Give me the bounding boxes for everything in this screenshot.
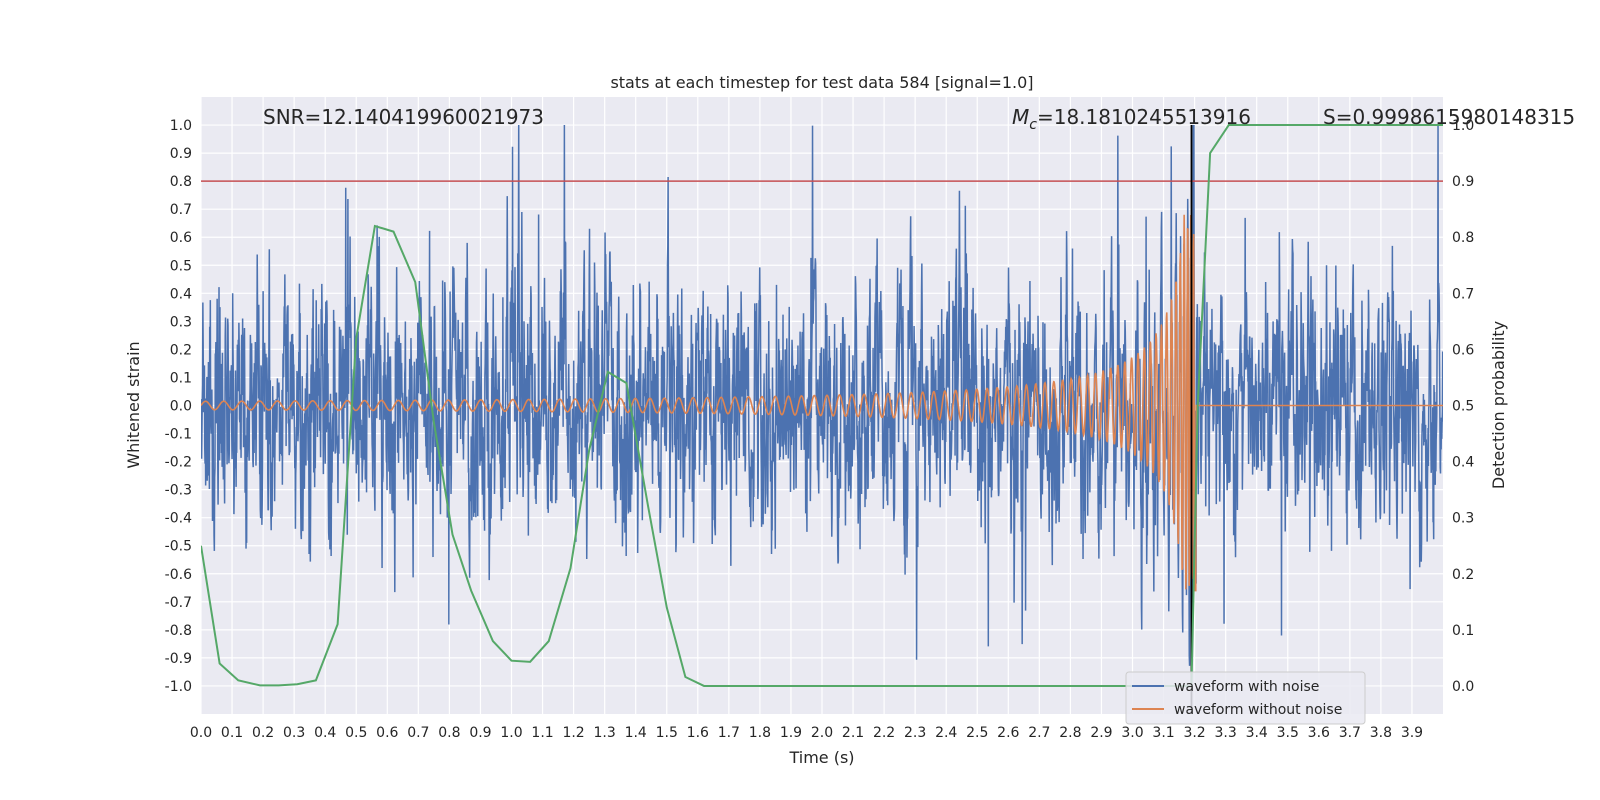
y-tick-label-right: 0.6 — [1452, 342, 1474, 358]
y-tick-label-left: -0.1 — [165, 427, 192, 443]
y-tick-label-left: 0.2 — [170, 342, 192, 358]
y-tick-label-left: 0.6 — [170, 230, 192, 246]
x-tick-label: 1.5 — [656, 725, 678, 741]
y-tick-label-right: 1.0 — [1452, 118, 1474, 134]
y-tick-label-left: -1.0 — [165, 679, 192, 695]
x-tick-label: 2.7 — [1028, 725, 1050, 741]
y-tick-label-left: -0.6 — [165, 567, 192, 583]
y-tick-label-left: -0.4 — [165, 511, 192, 527]
series-waveform-without-noise — [201, 214, 1443, 592]
x-tick-label: 1.2 — [562, 725, 584, 741]
legend-label-clean: waveform without noise — [1174, 702, 1342, 718]
y-tick-label-left: 0.7 — [170, 202, 192, 218]
y-tick-label-left: 0.0 — [170, 399, 192, 415]
x-tick-label: 3.2 — [1183, 725, 1205, 741]
x-tick-label: 1.7 — [718, 725, 740, 741]
x-tick-label: 0.4 — [314, 725, 336, 741]
y-tick-label-right: 0.1 — [1452, 623, 1474, 639]
y-tick-label-left: -0.9 — [165, 651, 192, 667]
x-tick-label: 1.8 — [749, 725, 771, 741]
y-tick-label-left: 0.5 — [170, 258, 192, 274]
x-tick-label: 3.1 — [1152, 725, 1174, 741]
x-tick-label: 2.8 — [1059, 725, 1081, 741]
score-annotation: S=0.9998615980148315 — [1323, 105, 1575, 129]
y-tick-label-right: 0.7 — [1452, 286, 1474, 302]
y-axis-label-left: Whitened strain — [124, 341, 143, 468]
x-tick-label: 3.3 — [1215, 725, 1237, 741]
y-tick-label-left: -0.3 — [165, 483, 192, 499]
x-tick-label: 0.8 — [438, 725, 460, 741]
x-tick-label: 2.5 — [966, 725, 988, 741]
x-tick-label: 3.8 — [1370, 725, 1392, 741]
y-tick-label-left: 0.4 — [170, 286, 192, 302]
x-axis-label: Time (s) — [788, 748, 854, 767]
x-tick-label: 3.6 — [1308, 725, 1330, 741]
x-tick-label: 3.9 — [1401, 725, 1423, 741]
legend-label-noisy: waveform with noise — [1174, 679, 1319, 695]
x-tick-label: 1.9 — [780, 725, 802, 741]
x-tick-label: 2.2 — [873, 725, 895, 741]
x-tick-label: 2.4 — [935, 725, 957, 741]
y-tick-label-left: -0.7 — [165, 595, 192, 611]
x-tick-label: 1.1 — [531, 725, 553, 741]
x-tick-label: 0.6 — [376, 725, 398, 741]
y-tick-label-left: 0.3 — [170, 314, 192, 330]
chirp-mass-subscript: c — [1029, 117, 1037, 133]
chirp-mass-annotation: Mc=18.1810245513916 — [1012, 105, 1251, 133]
y-tick-label-right: 0.2 — [1452, 567, 1474, 583]
y-tick-label-right: 0.5 — [1452, 399, 1474, 415]
legend-box — [1125, 671, 1366, 725]
x-tick-label: 3.5 — [1277, 725, 1299, 741]
x-tick-label: 3.0 — [1121, 725, 1143, 741]
series-layer — [201, 124, 1443, 714]
y-tick-label-right: 0.3 — [1452, 511, 1474, 527]
y-tick-label-right: 0.8 — [1452, 230, 1474, 246]
x-tick-label: 0.9 — [469, 725, 491, 741]
x-tick-label: 0.0 — [190, 725, 212, 741]
legend: waveform with noise waveform without noi… — [1125, 671, 1366, 725]
y-axis-label-right: Detection probability — [1489, 321, 1508, 489]
x-tick-label: 3.4 — [1246, 725, 1268, 741]
y-tick-label-left: 0.1 — [170, 370, 192, 386]
x-tick-label: 0.1 — [221, 725, 243, 741]
x-tick-label: 2.1 — [842, 725, 864, 741]
y-tick-label-left: -0.5 — [165, 539, 192, 555]
x-tick-label: 1.3 — [594, 725, 616, 741]
series-waveform-with-noise — [201, 125, 1443, 666]
chirp-mass-value: =18.1810245513916 — [1037, 105, 1251, 129]
x-tick-label: 2.0 — [811, 725, 833, 741]
y-tick-label-right: 0.0 — [1452, 679, 1474, 695]
y-tick-label-left: 0.8 — [170, 174, 192, 190]
x-tick-label: 2.6 — [997, 725, 1019, 741]
x-tick-label: 1.4 — [625, 725, 647, 741]
y-tick-label-right: 0.9 — [1452, 174, 1474, 190]
x-tick-label: 2.9 — [1090, 725, 1112, 741]
y-tick-label-left: 1.0 — [170, 118, 192, 134]
x-tick-label: 0.5 — [345, 725, 367, 741]
x-tick-label: 0.2 — [252, 725, 274, 741]
x-tick-label: 0.3 — [283, 725, 305, 741]
x-tick-label: 1.6 — [687, 725, 709, 741]
y-tick-label-left: -0.2 — [165, 455, 192, 471]
y-tick-label-left: -0.8 — [165, 623, 192, 639]
y-tick-label-left: 0.9 — [170, 146, 192, 162]
x-tick-label: 3.7 — [1339, 725, 1361, 741]
tick-labels: 0.0 0.1 0.2 0.3 0.4 0.5 0.6 0.7 0.8 0.9 1.0 1.1 1.2 1… — [165, 118, 1475, 741]
snr-annotation: SNR=12.140419960021973 — [263, 105, 544, 129]
x-tick-label: 0.7 — [407, 725, 429, 741]
y-tick-label-right: 0.4 — [1452, 455, 1474, 471]
plot-area — [201, 124, 1443, 714]
x-tick-label: 2.3 — [904, 725, 926, 741]
chirp-mass-symbol: M — [1012, 105, 1029, 129]
x-tick-label: 1.0 — [500, 725, 522, 741]
chart-title: stats at each timestep for test data 584… — [610, 73, 1033, 92]
